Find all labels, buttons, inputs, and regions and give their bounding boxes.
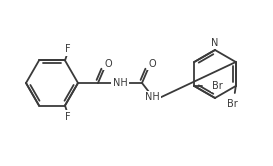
Text: O: O [148, 59, 156, 69]
Text: NH: NH [113, 78, 127, 88]
Text: N: N [211, 38, 219, 48]
Text: O: O [104, 59, 112, 69]
Text: Br: Br [227, 99, 238, 109]
Text: F: F [65, 112, 71, 122]
Text: Br: Br [212, 81, 223, 91]
Text: NH: NH [145, 92, 159, 102]
Text: F: F [65, 44, 71, 54]
